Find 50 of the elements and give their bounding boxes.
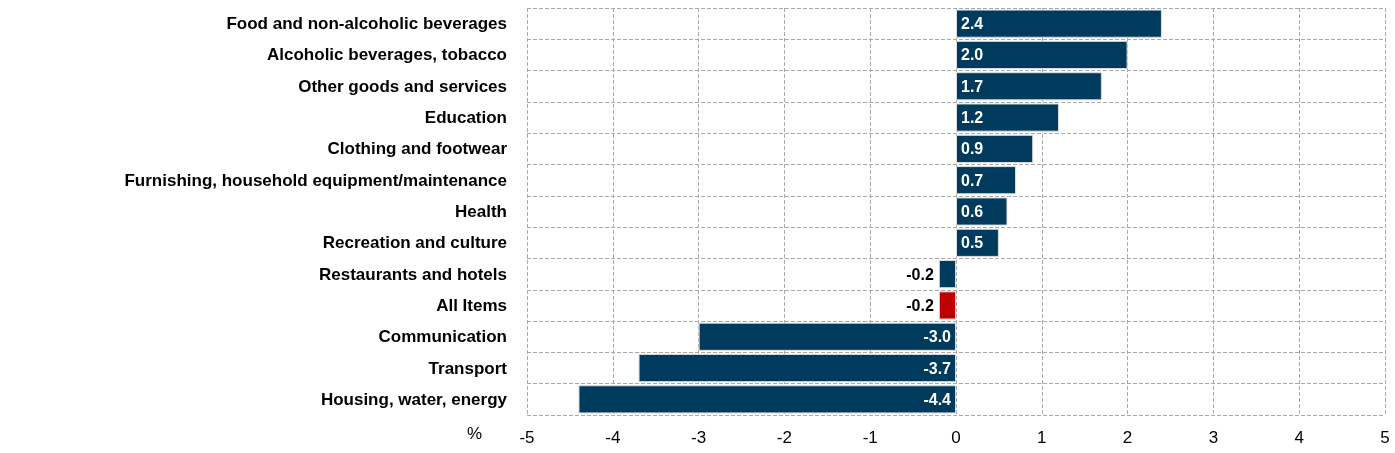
bar [698, 322, 956, 351]
data-label: 1.2 [961, 109, 984, 127]
data-label: 0.9 [961, 140, 984, 158]
bar [938, 260, 956, 289]
x-tick-label: 1 [1037, 428, 1047, 447]
x-tick-label: 3 [1208, 428, 1219, 447]
bar [578, 385, 956, 414]
bar [956, 72, 1102, 101]
data-label: 0.6 [961, 203, 984, 220]
y-tick-label: Housing, water, energy [320, 389, 508, 409]
x-tick-label: 5 [1380, 428, 1390, 447]
data-label: -0.2 [906, 296, 934, 314]
data-label: 2.0 [961, 46, 984, 64]
y-tick-label: All Items [436, 295, 507, 315]
y-tick-label: Health [455, 202, 507, 221]
x-tick-label: 0 [951, 428, 961, 447]
data-label: 0.5 [961, 234, 984, 252]
data-label: -3.0 [923, 328, 952, 346]
bar [638, 353, 956, 383]
y-tick-label: Transport [428, 358, 508, 378]
data-label: -3.7 [923, 359, 952, 377]
y-tick-label: Recreation and culture [322, 233, 507, 253]
x-tick-label: -4 [605, 428, 621, 447]
data-label: 0.7 [961, 171, 984, 189]
y-tick-label: Education [424, 108, 507, 128]
x-axis-title: % [466, 424, 482, 443]
y-tick-label: Restaurants and hotels [319, 264, 507, 284]
bar [956, 9, 1162, 38]
data-label: 1.7 [961, 77, 984, 95]
bar [956, 134, 1034, 163]
y-tick-label: Food and non-alcoholic beverages [226, 14, 507, 34]
y-tick-label: Furnishing, household equipment/maintenance [124, 170, 507, 190]
x-tick-label: 2 [1122, 428, 1133, 447]
y-tick-label: Alcoholic beverages, tobacco [267, 45, 507, 65]
data-label: -0.2 [906, 265, 934, 283]
data-label: 2.4 [961, 15, 984, 33]
y-tick-label: Other goods and services [298, 76, 507, 96]
y-tick-label: Clothing and footwear [327, 139, 508, 159]
bar [956, 103, 1059, 132]
bar [938, 291, 956, 320]
bar [956, 197, 1008, 226]
y-tick-label: Communication [378, 327, 507, 347]
data-label: -4.4 [923, 390, 952, 408]
x-tick-label: 4 [1294, 428, 1304, 447]
x-tick-label: -5 [519, 428, 535, 447]
bar [956, 166, 1017, 195]
x-tick-label: -1 [862, 428, 878, 447]
bar [956, 40, 1128, 70]
x-tick-label: -2 [776, 428, 792, 447]
x-tick-label: -3 [691, 428, 707, 447]
